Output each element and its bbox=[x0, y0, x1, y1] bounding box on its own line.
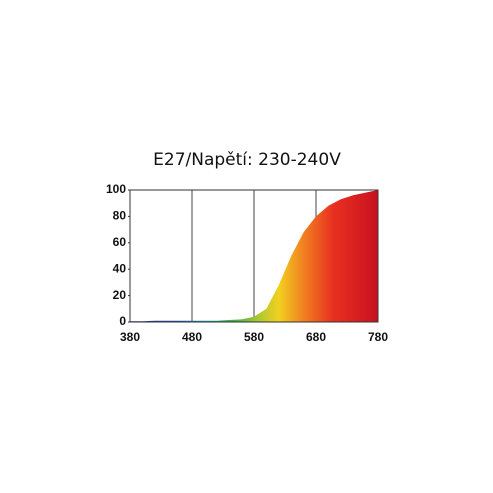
x-tick-label: 780 bbox=[368, 330, 388, 344]
x-tick-label: 380 bbox=[120, 330, 140, 344]
x-tick-label: 680 bbox=[306, 330, 326, 344]
y-tick-label: 60 bbox=[113, 235, 127, 249]
x-tick-label: 580 bbox=[244, 330, 264, 344]
chart-title: E27/Napětí: 230-240V bbox=[153, 150, 341, 170]
plot-frame bbox=[129, 189, 379, 323]
y-tick-label: 0 bbox=[119, 314, 126, 328]
spectrum-area bbox=[130, 190, 378, 322]
y-tick-label: 40 bbox=[113, 261, 127, 275]
y-tick-label: 80 bbox=[113, 209, 127, 223]
y-tick-label: 100 bbox=[106, 182, 126, 196]
x-tick-label: 480 bbox=[182, 330, 202, 344]
y-tick-label: 20 bbox=[113, 288, 127, 302]
